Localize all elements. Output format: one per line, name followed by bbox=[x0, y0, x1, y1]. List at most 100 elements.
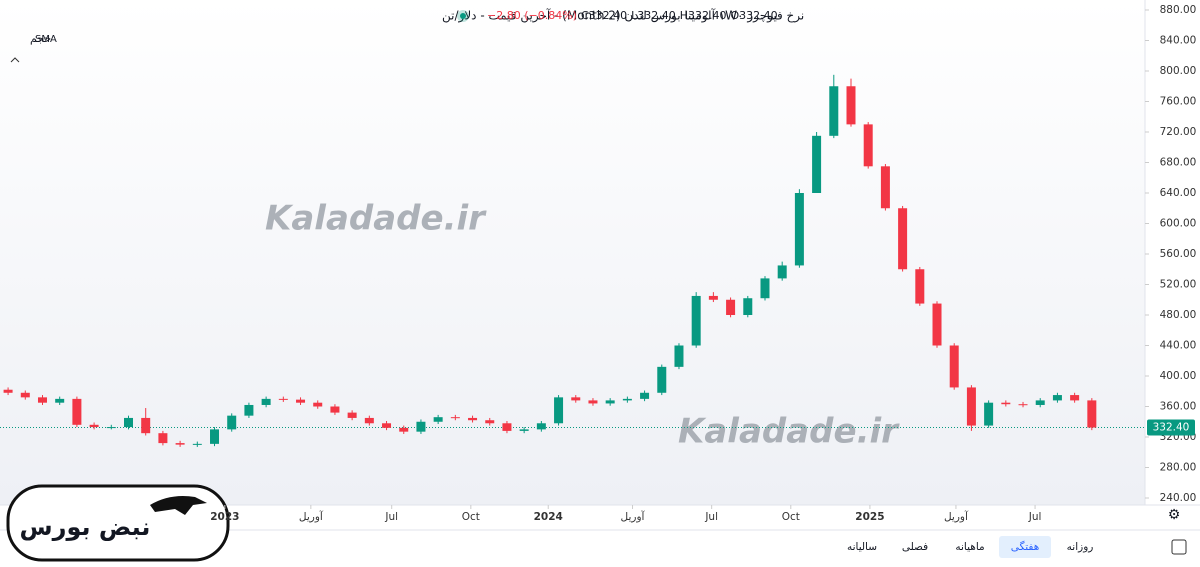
candle-body bbox=[502, 423, 512, 431]
y-tick-label: 800.00 bbox=[1160, 65, 1197, 77]
candle-body bbox=[450, 417, 460, 419]
candle-body bbox=[89, 424, 99, 428]
candle-body bbox=[622, 398, 632, 401]
candle-body bbox=[898, 208, 908, 270]
last-price-tag bbox=[1147, 419, 1195, 436]
y-tick-label: 560.00 bbox=[1160, 248, 1197, 260]
candle-body bbox=[364, 417, 374, 424]
logo-bull bbox=[150, 496, 207, 515]
candle-body bbox=[829, 86, 839, 136]
candle-body bbox=[210, 429, 220, 444]
x-tick-label: Oct bbox=[462, 511, 480, 523]
candle-body bbox=[416, 421, 426, 432]
candle-body bbox=[846, 86, 856, 125]
x-tick-label: 2025 bbox=[855, 511, 884, 523]
candle-body bbox=[330, 406, 340, 413]
candle-body bbox=[726, 299, 736, 315]
x-tick-label: Jul bbox=[704, 511, 718, 523]
candle-body bbox=[812, 135, 822, 193]
settings-icon[interactable]: ⚙ bbox=[1168, 507, 1181, 523]
candle-body bbox=[760, 278, 770, 299]
candle-body bbox=[433, 417, 443, 422]
x-tick-label: آوریل bbox=[621, 510, 646, 523]
candle-body bbox=[674, 345, 684, 367]
y-tick-label: 680.00 bbox=[1160, 157, 1197, 169]
y-tick-label: 760.00 bbox=[1160, 96, 1197, 108]
candle-body bbox=[949, 345, 959, 388]
range-button[interactable]: فصلی bbox=[902, 541, 928, 553]
y-tick-label: 240.00 bbox=[1160, 492, 1197, 504]
range-button[interactable]: سالیانه bbox=[847, 541, 877, 553]
status-dot bbox=[460, 13, 466, 19]
legend-value: −2.80 (−0.84%) bbox=[487, 9, 577, 22]
candle-body bbox=[519, 429, 529, 431]
candle-body bbox=[880, 166, 890, 209]
x-tick-label: آوریل bbox=[299, 510, 324, 523]
x-tick-label: Oct bbox=[782, 511, 800, 523]
candle-body bbox=[399, 427, 409, 432]
candle-body bbox=[485, 420, 495, 424]
candle-body bbox=[244, 404, 254, 416]
candle-body bbox=[1087, 400, 1097, 428]
y-tick-label: 640.00 bbox=[1160, 187, 1197, 199]
chart-title: نرخ فیوچرز ۱W۰ آلومینا بورس لندن (Month … bbox=[442, 8, 804, 24]
candle-body bbox=[915, 269, 925, 304]
candle-body bbox=[984, 402, 994, 426]
candle-body bbox=[966, 387, 976, 426]
candle-body bbox=[124, 417, 134, 428]
candle-body bbox=[932, 303, 942, 346]
layout-icon[interactable] bbox=[1171, 539, 1187, 555]
candle-body bbox=[175, 443, 185, 445]
candle-body bbox=[554, 397, 564, 424]
range-button[interactable]: هفتگی bbox=[1011, 540, 1040, 553]
candle-body bbox=[691, 295, 701, 346]
candle-body bbox=[72, 398, 82, 425]
logo-text: نبض بورس bbox=[20, 513, 151, 541]
legend-value: C332.40 bbox=[581, 9, 627, 22]
candle-body bbox=[777, 265, 787, 279]
collapse-icon[interactable] bbox=[10, 57, 20, 63]
y-tick-label: 720.00 bbox=[1160, 126, 1197, 138]
candle-body bbox=[1018, 404, 1028, 406]
y-tick-label: 480.00 bbox=[1160, 309, 1197, 321]
sma-label: SMA bbox=[35, 34, 57, 45]
candle-body bbox=[382, 423, 392, 428]
candle-body bbox=[313, 402, 323, 407]
candle-body bbox=[708, 295, 718, 300]
candle-body bbox=[158, 433, 168, 444]
y-tick-label: 280.00 bbox=[1160, 462, 1197, 474]
candle-body bbox=[1052, 395, 1062, 401]
legend-value: H332.40 bbox=[680, 9, 727, 22]
x-tick-label: 2023 bbox=[210, 511, 239, 523]
candle-body bbox=[55, 398, 65, 403]
candle-body bbox=[605, 400, 615, 404]
candle-body bbox=[261, 398, 271, 405]
candle-body bbox=[37, 397, 47, 403]
x-tick-label: 2024 bbox=[534, 511, 563, 523]
y-tick-label: 400.00 bbox=[1160, 370, 1197, 382]
candle-body bbox=[141, 417, 151, 434]
x-tick-label: Jul bbox=[384, 511, 398, 523]
candle-body bbox=[1070, 395, 1080, 401]
candle-body bbox=[640, 392, 650, 399]
candle-body bbox=[278, 398, 288, 400]
x-tick-label: Jul bbox=[1028, 511, 1042, 523]
legend-value: L332.40 bbox=[631, 9, 676, 22]
volume-label: حجم bbox=[30, 32, 51, 45]
candle-body bbox=[468, 417, 478, 421]
y-tick-label: 880.00 bbox=[1160, 4, 1197, 16]
range-button[interactable]: روزانه bbox=[1067, 541, 1094, 553]
y-tick-label: 440.00 bbox=[1160, 340, 1197, 352]
candle-body bbox=[863, 124, 873, 167]
legend-value: O332.40 bbox=[731, 9, 778, 22]
y-tick-label: 840.00 bbox=[1160, 35, 1197, 47]
candle-body bbox=[296, 399, 306, 403]
last-price-label: 332.40 bbox=[1153, 422, 1190, 434]
range-button[interactable]: ماهیانه bbox=[955, 541, 984, 553]
candle-body bbox=[571, 397, 581, 401]
candle-body bbox=[1001, 402, 1011, 405]
candle-body bbox=[20, 392, 30, 398]
y-tick-label: 520.00 bbox=[1160, 279, 1197, 291]
